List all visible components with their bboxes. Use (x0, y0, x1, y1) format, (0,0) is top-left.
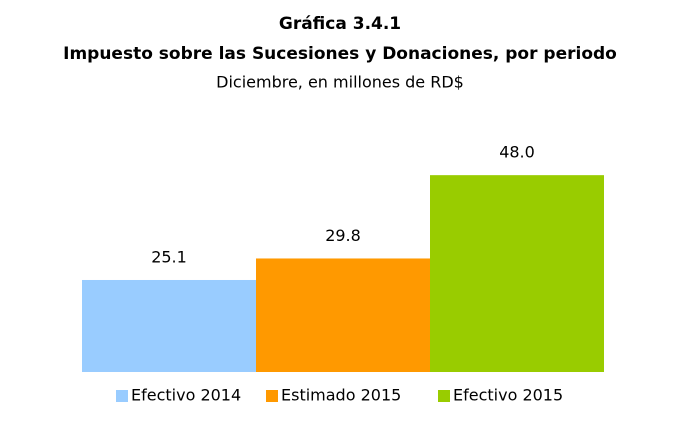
legend-swatch (116, 390, 128, 402)
data-label: 25.1 (151, 247, 187, 266)
chart-subtitle-bold: Impuesto sobre las Sucesiones y Donacion… (63, 44, 617, 64)
legend-swatch (266, 390, 278, 402)
chart-subtitle: Diciembre, en millones de RD$ (216, 73, 464, 92)
bar (256, 258, 430, 372)
legend-label: Efectivo 2014 (131, 386, 241, 405)
bar (82, 279, 256, 372)
legend-swatch (438, 390, 450, 402)
legend-label: Estimado 2015 (281, 386, 401, 405)
data-label: 29.8 (325, 226, 361, 245)
data-label: 48.0 (499, 143, 535, 162)
legend-label: Efectivo 2015 (453, 386, 563, 405)
bar (430, 175, 604, 372)
chart-title: Gráfica 3.4.1 (279, 14, 401, 34)
